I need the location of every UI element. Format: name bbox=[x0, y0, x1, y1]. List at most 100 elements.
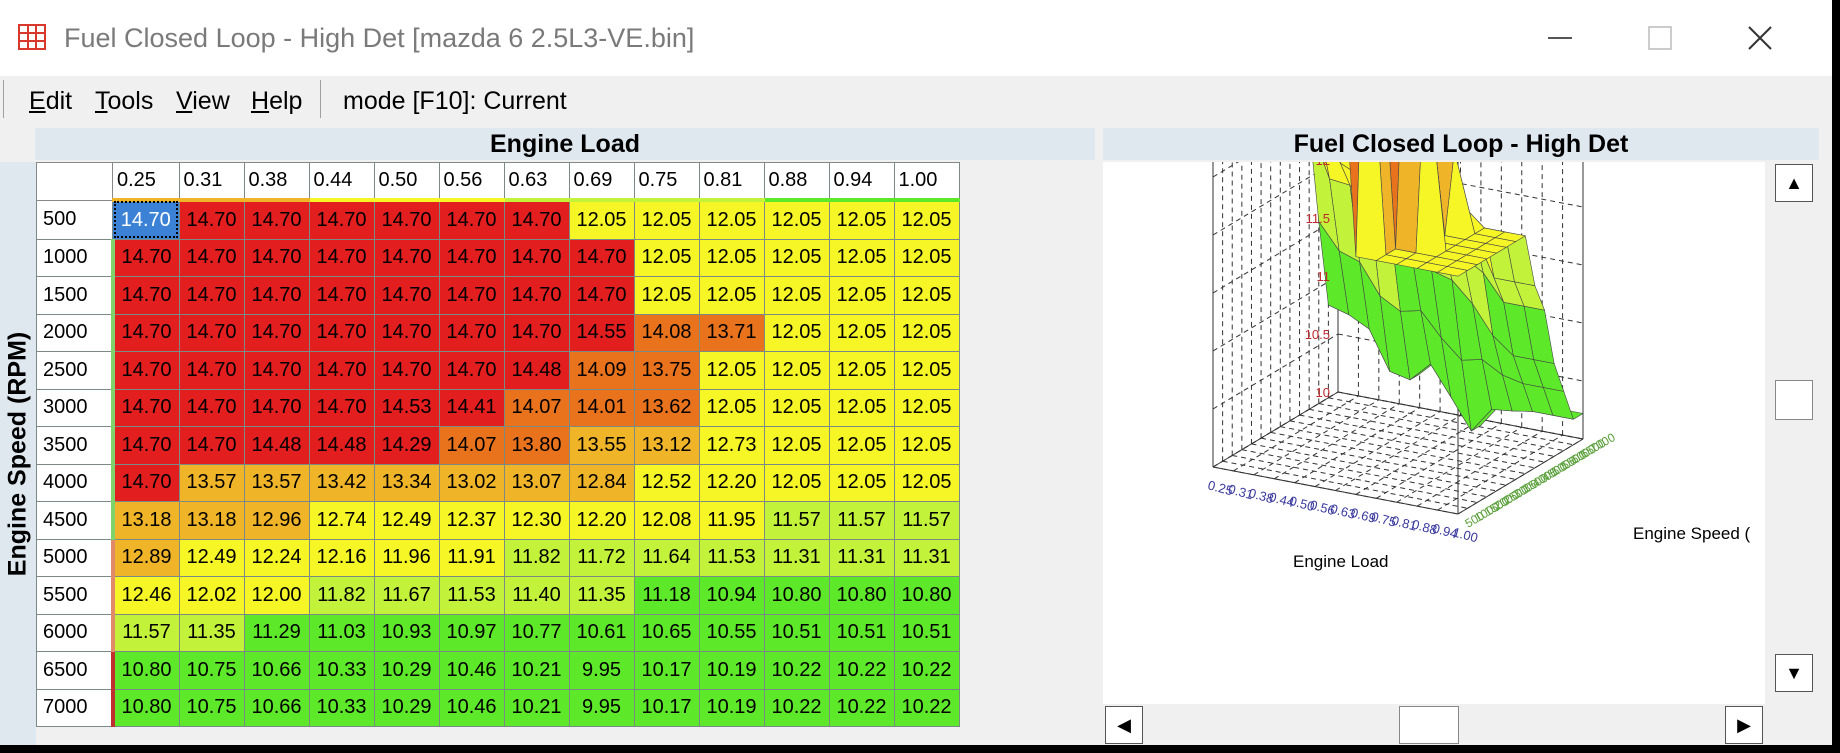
table-cell[interactable]: 14.48 bbox=[243, 426, 310, 465]
table-cell[interactable]: 11.72 bbox=[568, 538, 635, 577]
table-cell[interactable]: 10.80 bbox=[893, 576, 960, 615]
table-cell[interactable]: 10.22 bbox=[763, 651, 830, 690]
table-cell[interactable]: 10.97 bbox=[438, 613, 505, 652]
table-cell[interactable]: 9.95 bbox=[568, 688, 635, 727]
table-cell[interactable]: 12.05 bbox=[698, 276, 765, 315]
table-cell[interactable]: 14.41 bbox=[438, 388, 505, 427]
table-cell[interactable]: 11.03 bbox=[308, 613, 375, 652]
table-cell[interactable]: 12.00 bbox=[243, 576, 310, 615]
table-cell[interactable]: 9.95 bbox=[568, 651, 635, 690]
table-cell[interactable]: 10.51 bbox=[893, 613, 960, 652]
row-header[interactable]: 3500 bbox=[36, 426, 115, 465]
table-cell[interactable]: 14.70 bbox=[503, 238, 570, 277]
scroll-up-button[interactable]: ▲ bbox=[1775, 164, 1813, 202]
table-cell[interactable]: 10.19 bbox=[698, 688, 765, 727]
minimize-button[interactable] bbox=[1520, 10, 1600, 66]
menu-edit[interactable]: Edit bbox=[29, 87, 73, 115]
table-cell[interactable]: 14.70 bbox=[308, 276, 375, 315]
row-header[interactable]: 1000 bbox=[36, 238, 115, 277]
table-cell[interactable]: 12.05 bbox=[828, 388, 895, 427]
column-header[interactable]: 0.69 bbox=[568, 162, 635, 202]
table-cell[interactable]: 14.70 bbox=[112, 463, 180, 502]
table-cell[interactable]: 10.22 bbox=[763, 688, 830, 727]
menu-view[interactable]: View bbox=[176, 87, 230, 115]
table-cell[interactable]: 10.80 bbox=[828, 576, 895, 615]
row-header[interactable]: 7000 bbox=[36, 688, 115, 727]
table-cell[interactable]: 14.53 bbox=[373, 388, 440, 427]
table-cell[interactable]: 13.34 bbox=[373, 463, 440, 502]
table-cell[interactable]: 10.21 bbox=[503, 688, 570, 727]
table-cell[interactable]: 10.61 bbox=[568, 613, 635, 652]
table-cell[interactable]: 13.18 bbox=[178, 501, 245, 540]
table-cell[interactable]: 12.05 bbox=[698, 351, 765, 390]
row-header[interactable]: 500 bbox=[36, 199, 113, 240]
row-header[interactable]: 1500 bbox=[36, 276, 115, 315]
row-header[interactable]: 2500 bbox=[36, 351, 115, 390]
table-cell[interactable]: 12.05 bbox=[763, 276, 830, 315]
table-cell[interactable]: 14.70 bbox=[112, 313, 180, 352]
column-header[interactable]: 0.75 bbox=[633, 162, 700, 202]
table-cell[interactable]: 12.05 bbox=[763, 238, 830, 277]
table-cell[interactable]: 14.70 bbox=[112, 388, 180, 427]
horizontal-scrollbar[interactable]: ◀ ▶ bbox=[1103, 704, 1765, 745]
table-cell[interactable]: 14.09 bbox=[568, 351, 635, 390]
table-cell[interactable]: 14.70 bbox=[438, 276, 505, 315]
table-cell[interactable]: 11.91 bbox=[438, 538, 505, 577]
table-cell[interactable]: 10.22 bbox=[828, 688, 895, 727]
table-cell[interactable]: 14.70 bbox=[243, 199, 310, 240]
table-cell[interactable]: 14.01 bbox=[568, 388, 635, 427]
vertical-scroll-thumb[interactable] bbox=[1775, 380, 1813, 420]
table-cell[interactable]: 12.05 bbox=[828, 426, 895, 465]
table-cell[interactable]: 11.67 bbox=[373, 576, 440, 615]
data-grid[interactable]: 0.25 0.31 0.38 0.44 0.50 0.56 0.63 0.69 0.75 0.81… bbox=[36, 162, 960, 727]
table-cell[interactable]: 11.95 bbox=[698, 501, 765, 540]
row-header[interactable]: 5000 bbox=[36, 538, 115, 577]
table-cell[interactable]: 12.05 bbox=[893, 351, 960, 390]
table-cell[interactable]: 10.21 bbox=[503, 651, 570, 690]
table-cell[interactable]: 12.05 bbox=[893, 276, 960, 315]
table-cell[interactable]: 12.05 bbox=[828, 313, 895, 352]
table-cell[interactable]: 10.29 bbox=[373, 688, 440, 727]
table-cell[interactable]: 12.05 bbox=[633, 238, 700, 277]
table-cell[interactable]: 11.31 bbox=[763, 538, 830, 577]
table-cell[interactable]: 12.74 bbox=[308, 501, 375, 540]
table-cell[interactable]: 12.49 bbox=[178, 538, 245, 577]
table-cell[interactable]: 13.42 bbox=[308, 463, 375, 502]
table-cell[interactable]: 14.08 bbox=[633, 313, 700, 352]
table-cell[interactable]: 10.65 bbox=[633, 613, 700, 652]
table-cell[interactable]: 14.70 bbox=[373, 276, 440, 315]
table-cell[interactable]: 11.53 bbox=[438, 576, 505, 615]
table-cell[interactable]: 12.05 bbox=[763, 313, 830, 352]
table-cell[interactable]: 13.57 bbox=[178, 463, 245, 502]
table-cell[interactable]: 13.55 bbox=[568, 426, 635, 465]
table-cell[interactable]: 14.07 bbox=[503, 388, 570, 427]
table-cell[interactable]: 13.18 bbox=[112, 501, 180, 540]
table-cell[interactable]: 10.33 bbox=[308, 688, 375, 727]
table-cell[interactable]: 14.48 bbox=[503, 351, 570, 390]
table-cell[interactable]: 12.05 bbox=[893, 313, 960, 352]
column-header[interactable]: 0.63 bbox=[503, 162, 570, 202]
table-cell[interactable]: 12.05 bbox=[893, 238, 960, 277]
table-cell[interactable]: 10.77 bbox=[503, 613, 570, 652]
menu-tools[interactable]: Tools bbox=[95, 87, 154, 115]
menu-help[interactable]: Help bbox=[251, 87, 303, 115]
row-header[interactable]: 4500 bbox=[36, 501, 115, 540]
table-cell[interactable]: 10.51 bbox=[763, 613, 830, 652]
scroll-left-button[interactable]: ◀ bbox=[1105, 706, 1143, 744]
table-cell[interactable]: 12.16 bbox=[308, 538, 375, 577]
row-header[interactable]: 6000 bbox=[36, 613, 115, 652]
table-cell[interactable]: 12.49 bbox=[373, 501, 440, 540]
table-cell[interactable]: 12.05 bbox=[893, 463, 960, 502]
table-cell[interactable]: 14.70 bbox=[438, 238, 505, 277]
table-cell[interactable]: 12.89 bbox=[112, 538, 180, 577]
table-cell[interactable]: 10.94 bbox=[698, 576, 765, 615]
table-cell[interactable]: 14.70 bbox=[112, 351, 180, 390]
table-cell[interactable]: 10.75 bbox=[178, 651, 245, 690]
table-cell[interactable]: 13.12 bbox=[633, 426, 700, 465]
table-cell[interactable]: 11.57 bbox=[112, 613, 180, 652]
table-cell[interactable]: 12.05 bbox=[698, 388, 765, 427]
table-cell[interactable]: 10.46 bbox=[438, 651, 505, 690]
table-cell[interactable]: 13.02 bbox=[438, 463, 505, 502]
scroll-down-button[interactable]: ▼ bbox=[1775, 654, 1813, 692]
table-cell[interactable]: 14.48 bbox=[308, 426, 375, 465]
